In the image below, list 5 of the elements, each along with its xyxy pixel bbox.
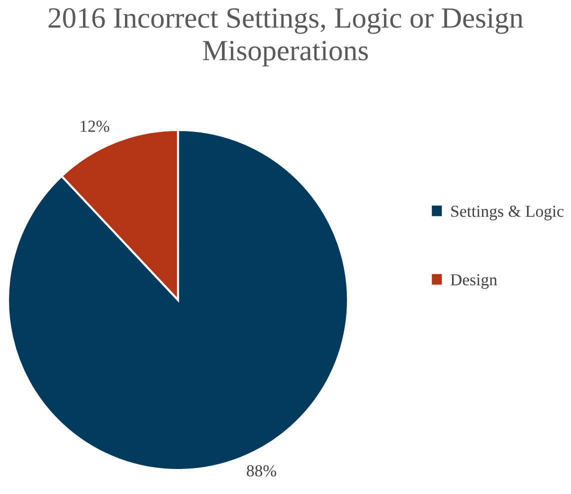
legend-label: Design [450,274,498,289]
data-label: 12% [80,120,110,132]
chart-title: 2016 Incorrect Settings, Logic or Design Misoperations [48,8,524,66]
legend-label: Settings & Logic [451,206,564,220]
data-label: 88% [246,465,276,477]
